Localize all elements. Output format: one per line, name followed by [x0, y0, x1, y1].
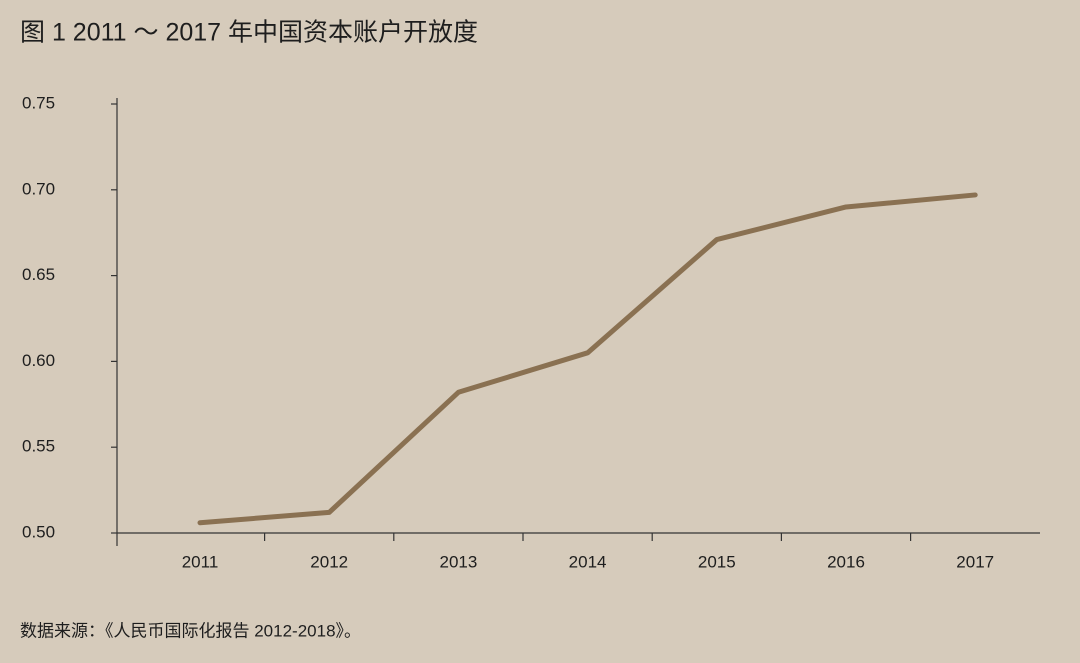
x-tick-label: 2012: [310, 552, 348, 571]
source-note: 数据来源：《人民币国际化报告 2012-2018》。: [20, 621, 361, 640]
y-tick-label: 0.50: [22, 522, 55, 541]
y-tick-label: 0.60: [22, 351, 55, 370]
x-tick-label: 2016: [827, 552, 865, 571]
x-tick-label: 2013: [439, 552, 477, 571]
y-tick-label: 0.55: [22, 437, 55, 456]
data-line: [197, 192, 978, 526]
y-tick-label: 0.65: [22, 265, 55, 284]
y-tick-label: 0.70: [22, 179, 55, 198]
x-tick-label: 2017: [956, 552, 994, 571]
x-tick-label: 2011: [182, 552, 219, 571]
x-tick-label: 2015: [698, 552, 736, 571]
x-tick-label: 2014: [569, 552, 607, 571]
chart-title: 图 1 2011 ～ 2017 年中国资本账户开放度: [20, 19, 478, 47]
y-tick-label: 0.75: [22, 93, 55, 112]
